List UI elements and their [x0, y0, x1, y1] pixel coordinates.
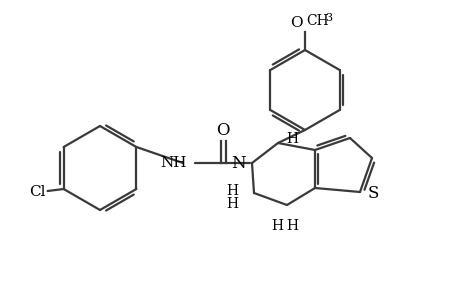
Text: N: N	[231, 154, 246, 172]
Text: CH: CH	[305, 14, 328, 28]
Text: O: O	[290, 16, 302, 30]
Text: H: H	[225, 197, 237, 211]
Text: S: S	[367, 185, 379, 203]
Text: 3: 3	[325, 13, 331, 23]
Text: NH: NH	[160, 156, 187, 170]
Text: H: H	[270, 219, 282, 233]
Text: H: H	[285, 219, 297, 233]
Text: Cl: Cl	[29, 185, 45, 199]
Text: H: H	[225, 184, 237, 198]
Text: O: O	[216, 122, 229, 139]
Text: H: H	[285, 132, 297, 146]
